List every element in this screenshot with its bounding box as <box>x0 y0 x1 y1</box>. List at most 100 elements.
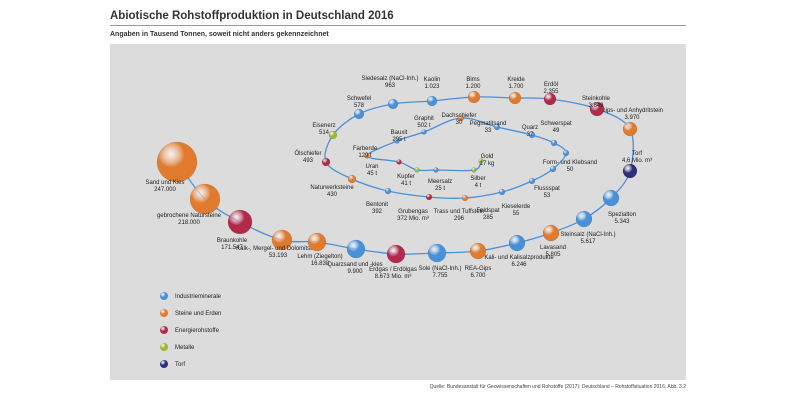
bubble-gebrochene-natursteine <box>189 183 221 215</box>
bubble-label-rea-gips: REA-Gips 6.700 <box>465 266 492 279</box>
bubble-schwefel <box>353 108 365 120</box>
bubble-flussspat <box>549 165 557 173</box>
bubble-bentonit <box>384 187 392 195</box>
bubble-rea-gips <box>469 242 487 260</box>
bubble-label-uran: Uran 45 t <box>365 164 378 177</box>
bubble-label-gold: Gold 17 kg <box>480 154 495 167</box>
bubble-label-kali-und-kalisalzprodukte: Kali- und Kalisalzprodukte 6.246 <box>484 255 554 268</box>
bubble-label-bims: Bims 1.200 <box>465 77 481 90</box>
bubble-bims <box>467 90 481 104</box>
bubble-quarzsand-und-kies <box>346 239 366 259</box>
bubble-label-feldspat: Feldspat 285 <box>476 208 499 221</box>
bubble-sole-nacl-inh <box>427 243 447 263</box>
bubble-farberde <box>364 153 370 159</box>
bubble-label-quarz: Quarz 37 <box>522 125 538 138</box>
bubble-label-sand-und-kies: Sand und Kies 247.000 <box>145 180 184 193</box>
bubble-kaolin <box>426 95 438 107</box>
bubble-label-sole-nacl-inh: Sole (NaCl-Inh.) 7.755 <box>418 266 461 279</box>
bubble-lavasand <box>542 224 560 242</box>
bubble-eisenerz <box>328 130 338 140</box>
legend-label-metalle: Metalle <box>175 345 195 351</box>
bubble-braunkohle <box>227 209 253 235</box>
bubble-dachschiefer <box>457 114 465 122</box>
bubble-label-farberde: Farberde 129 t <box>353 146 378 159</box>
legend-swatch-steine-und-erden <box>160 309 168 317</box>
bubble-steinkohle <box>589 101 605 117</box>
bubble-kreide <box>508 91 522 105</box>
legend-label-torf: Torf <box>175 362 185 368</box>
bubble-label-pegmatitsand: Pegmatitsand 33 <box>470 121 507 134</box>
bubble-label-silber: Silber 4 t <box>470 176 485 189</box>
bubble-naturwerksteine <box>347 174 357 184</box>
chart-title: Abiotische Rohstoffproduktion in Deutsch… <box>110 10 394 22</box>
bubble-label-schwerspat: Schwerspat 49 <box>540 121 572 134</box>
chart-subtitle: Angaben in Tausend Tonnen, soweit nicht … <box>110 31 329 38</box>
bubble-label-trass-und-tuffstein: Trass und Tuffstein 296 <box>434 209 485 222</box>
bubble-label-kupfer: Kupfer 41 t <box>397 174 415 187</box>
bubble-label-bauxit: Bauxit 295 t <box>391 130 408 143</box>
bubble-label-kreide: Kreide 1.700 <box>507 77 525 90</box>
bubble-label-braunkohle: Braunkohle 171.547 <box>217 238 248 251</box>
bubble-torf <box>622 163 638 179</box>
bubble-silber <box>471 167 477 173</box>
bubble-lehm-ziegelton <box>307 232 327 252</box>
bubble-label-torf: Torf 4,6 Mio. m³ <box>622 151 652 164</box>
bubble-spezialton <box>602 189 620 207</box>
bubble-kali-und-kalisalzprodukte <box>508 234 526 252</box>
bubble-schwerspat <box>550 139 558 147</box>
bubble-gold <box>478 158 484 164</box>
legend-swatch-torf <box>160 360 168 368</box>
bubble-sand-und-kies <box>156 141 198 183</box>
bubble-siedesalz-nacl-inh <box>387 98 399 110</box>
bubble-kalk-mergel-und-dolomitstein <box>271 229 293 251</box>
title-divider <box>110 25 686 26</box>
legend-label-steine-und-erden: Steine und Erden <box>175 311 221 317</box>
bubble-gips-und-anhydritstein <box>622 121 638 137</box>
bubble-label-steinsalz-nacl-inh: Steinsalz (NaCl-Inh.) 5.617 <box>560 232 615 245</box>
bubble-label-siedesalz-nacl-inh: Siedesalz (NaCl-Inh.) 963 <box>361 76 418 89</box>
bubble-meersalz <box>433 167 439 173</box>
bubble-label-lehm-ziegelton: Lehm (Ziegelton) 16.838 <box>297 254 342 267</box>
bubble-spiral-chart: Sand und Kies 247.000 gebrochene Naturstei… <box>145 76 663 368</box>
bubble-label-bentonit: Bentonit 392 <box>366 202 388 215</box>
bubble-label-meersalz: Meersalz 25 t <box>428 179 452 192</box>
bubble-label-schwefel: Schwefel 578 <box>347 96 371 109</box>
bubble-form-und-klebsand <box>562 149 570 157</box>
bubble-label-graphit: Graphit 502 t <box>414 116 434 129</box>
bubble-bauxit <box>394 138 400 144</box>
bubble-label-gebrochene-natursteine: gebrochene Natursteine 218.000 <box>157 213 222 226</box>
bubble-label-quarzsand-und-kies: Quarzsand und -kies 9.900 <box>327 262 382 275</box>
legend-swatch-energierohstoffe <box>160 326 168 334</box>
bubble-label-erdgas-erdoelgas: Erdgas / Erdölgas 8.673 Mio. m³ <box>369 267 417 280</box>
bubble-kieselerde <box>528 177 536 185</box>
bubble-graphit <box>421 129 427 135</box>
bubble-oelschiefer <box>321 157 331 167</box>
bubble-quarz <box>528 131 536 139</box>
legend-label-industrieminerale: Industrieminerale <box>175 294 222 300</box>
bubble-label-form-und-klebsand: Form- und Klebsand 50 <box>543 160 597 173</box>
bubble-label-gips-und-anhydritstein: Gips- und Anhydritstein 3.970 <box>601 108 663 121</box>
bubble-label-dachschiefer: Dachschiefer 30 <box>441 113 476 126</box>
bubble-label-kieselerde: Kieselerde 55 <box>502 204 531 217</box>
bubble-label-lavasand: Lavasand 5.805 <box>540 245 566 258</box>
bubble-kupfer <box>414 167 420 173</box>
bubble-feldspat <box>498 188 506 196</box>
bubble-steinsalz-nacl-inh <box>575 210 593 228</box>
bubble-trass-und-tuffstein <box>461 194 469 202</box>
bubble-label-kalk-mergel-und-dolomitstein: Kalk-, Mergel- und Dolomitstein 53.193 <box>236 246 320 259</box>
bubble-pegmatitsand <box>493 123 501 131</box>
bubble-erdgas-erdoelgas <box>386 244 406 264</box>
legend-swatch-metalle <box>160 343 168 351</box>
source-note: Quelle: Bundesanstalt für Geowissenschaf… <box>429 384 686 390</box>
legend-swatch-industrieminerale <box>160 292 168 300</box>
bubble-label-erdoel: Erdöl 2.355 <box>543 82 559 95</box>
bubble-label-eisenerz: Eisenerz 514 <box>312 123 335 136</box>
bubble-erdoel <box>543 92 557 106</box>
bubble-label-oelschiefer: Ölschiefer 493 <box>294 150 321 164</box>
legend-label-energierohstoffe: Energierohstoffe <box>175 328 220 334</box>
bubble-label-kaolin: Kaolin 1.023 <box>424 77 441 90</box>
bubble-grubengas <box>425 193 433 201</box>
bubble-label-spezialton: Spezialton 5.343 <box>608 212 636 225</box>
bubble-label-naturwerksteine: Naturwerksteine 430 <box>310 185 354 198</box>
bubble-label-steinkohle: Steinkohle 3.849 <box>582 96 611 109</box>
